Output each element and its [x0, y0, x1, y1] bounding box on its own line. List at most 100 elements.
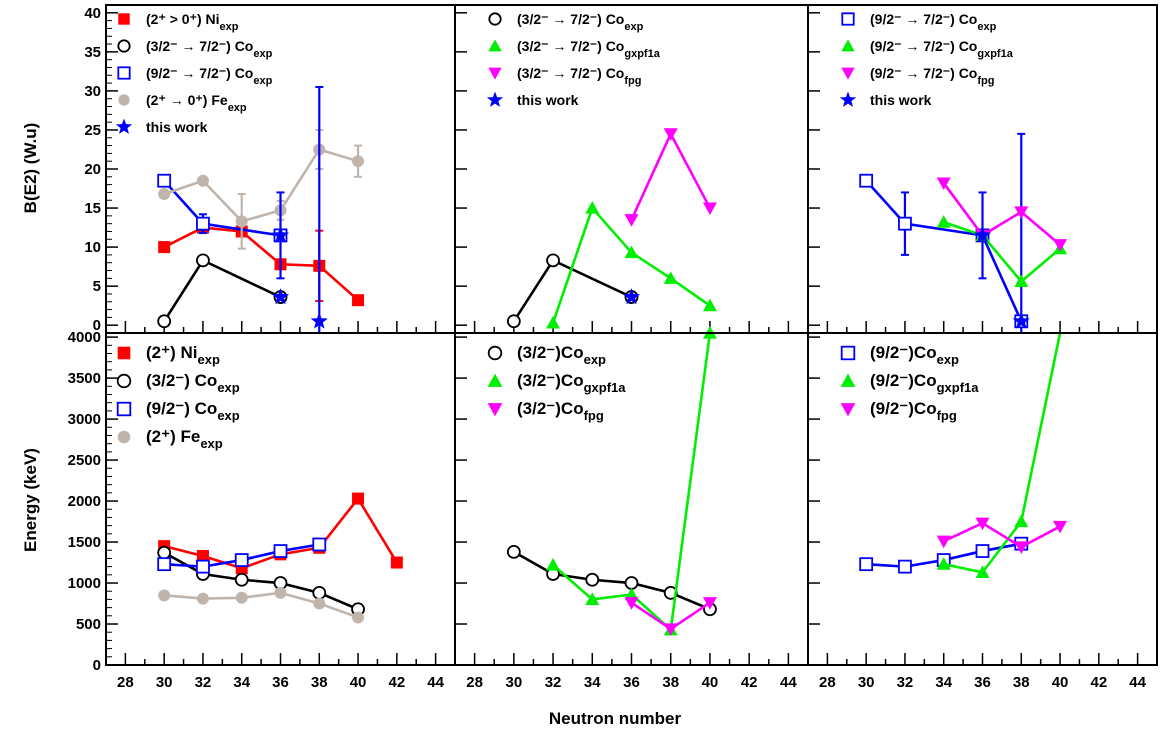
- legend-label: (2⁺ > 0⁺) Niexp: [146, 11, 239, 33]
- x-tick-label: 28: [466, 674, 483, 691]
- x-tick-label: 44: [427, 674, 444, 691]
- data-point: [273, 544, 288, 558]
- legend-marker: [118, 13, 130, 25]
- legend-label: (9/2⁻)Cogxpf1a: [870, 371, 979, 395]
- data-point: [196, 216, 210, 231]
- series-2: [157, 537, 327, 574]
- series-2: [624, 597, 717, 636]
- legend-label: (9/2⁻)Cofpg: [870, 399, 957, 423]
- x-tick-label: 30: [156, 674, 173, 691]
- series-1: [157, 253, 288, 329]
- y-tick-label: 0: [93, 317, 101, 334]
- legend-subscript: fpg: [624, 75, 641, 87]
- data-point: [506, 544, 521, 559]
- data-point: [936, 177, 951, 191]
- legend-marker: [118, 94, 130, 106]
- data-point: [1014, 206, 1029, 219]
- legend-marker: [117, 66, 131, 80]
- panel-frame-top-left: [105, 4, 456, 334]
- legend-subscript: exp: [253, 75, 272, 87]
- legend-subscript: exp: [200, 436, 222, 451]
- data-point: [936, 557, 951, 570]
- data-point: [1053, 520, 1068, 534]
- legend-marker: [115, 118, 133, 134]
- data-point: [234, 572, 249, 587]
- data-point: [624, 597, 639, 610]
- x-tick-label: 32: [195, 674, 212, 691]
- series-1: [936, 332, 1062, 578]
- data-point: [235, 215, 248, 228]
- x-tick-label: 34: [584, 674, 601, 691]
- panel-top-right: (9/2⁻ → 7/2⁻) Coexp (9/2⁻ → 7/2⁻) Cogxpf1…: [807, 11, 1158, 334]
- x-tick-label: 38: [311, 674, 328, 691]
- legend-marker: [487, 373, 503, 387]
- y-tick-label: 0: [93, 657, 101, 674]
- legend-label: (9/2⁻ → 7/2⁻) Coexp: [146, 65, 273, 87]
- legend-marker: [840, 373, 856, 387]
- legend-marker: [116, 401, 132, 417]
- y-tick-label: 1000: [68, 575, 101, 592]
- data-point: [312, 585, 327, 600]
- panel-bottom-right: 28 30 32 34 36 38 40 42 44 (9/2⁻)Coexp (9/2⁻)Cogxp…: [807, 332, 1158, 691]
- data-point: [898, 216, 912, 231]
- legend-marker: [839, 91, 857, 107]
- x-tick-label: 30: [858, 674, 875, 691]
- data-point: [390, 556, 403, 569]
- legend-label: (3/2⁻ → 7/2⁻) Coexp: [517, 11, 644, 33]
- y-tick-label: 40: [84, 5, 101, 22]
- data-point: [936, 535, 951, 549]
- legend-top-middle: (3/2⁻ → 7/2⁻) Coexp (3/2⁻ → 7/2⁻) Cogxpf1…: [486, 11, 661, 108]
- legend-subscript: exp: [228, 102, 247, 114]
- legend-marker: [840, 403, 856, 417]
- legend-label: (9/2⁻ → 7/2⁻) Cofpg: [870, 65, 994, 87]
- x-tick-label: 34: [233, 674, 250, 691]
- panel-top-left: 0 5 10 15 20 25 30 35 40 (2⁺ > 0⁺) Niexp (3/2⁻ → 7…: [84, 4, 456, 334]
- data-point: [313, 597, 326, 610]
- x-tick-label: 44: [1129, 674, 1146, 691]
- legend-bottom-middle: (3/2⁻)Coexp (3/2⁻)Cogxpf1a (3/2⁻)Cofpg: [487, 343, 626, 423]
- data-point: [157, 557, 172, 572]
- legend-label: (3/2⁻)Cogxpf1a: [517, 371, 626, 395]
- data-point: [702, 597, 717, 610]
- legend-marker: [117, 39, 131, 53]
- legend-label: (9/2⁻) Coexp: [146, 399, 240, 423]
- data-point: [352, 155, 365, 168]
- data-point: [624, 214, 639, 227]
- legend-marker: [841, 12, 855, 26]
- y-axis-label-bottom: Energy (keV): [21, 448, 40, 552]
- series-line: [163, 258, 282, 322]
- series-0: [859, 132, 1029, 334]
- x-tick-label: 28: [819, 674, 836, 691]
- series-3: [158, 586, 365, 624]
- legend-bottom-left: (2⁺) Niexp (3/2⁻) Coexp (9/2⁻) Coexp (2⁺) F…: [116, 343, 240, 451]
- legend-marker: [486, 91, 504, 107]
- data-point: [624, 576, 639, 590]
- y-tick-label: 2500: [68, 452, 101, 469]
- x-tick-label: 42: [741, 674, 758, 691]
- y-tick-label: 15: [84, 200, 101, 217]
- data-point: [235, 591, 248, 604]
- y-tick-label: 1500: [68, 534, 101, 551]
- y-tick-label: 2000: [68, 493, 101, 510]
- series-0: [158, 221, 365, 307]
- legend-bottom-right: (9/2⁻)Coexp (9/2⁻)Cogxpf1a (9/2⁻)Cofpg: [840, 343, 979, 423]
- panel-frames: [105, 4, 1158, 666]
- data-point: [622, 288, 641, 305]
- data-point: [973, 226, 992, 243]
- legend-top-right: (9/2⁻ → 7/2⁻) Coexp (9/2⁻ → 7/2⁻) Cogxpf1…: [839, 11, 1014, 108]
- legend-marker: [841, 39, 855, 52]
- panel-frame-bottom-right: [807, 332, 1158, 666]
- legend-subscript: exp: [584, 352, 606, 367]
- legend-marker: [117, 346, 131, 360]
- x-tick-label: 42: [1090, 674, 1107, 691]
- series-1: [157, 545, 365, 617]
- data-point: [663, 623, 678, 636]
- data-point: [546, 315, 561, 329]
- legend-label: this work: [146, 119, 208, 135]
- data-point: [196, 592, 209, 605]
- panel-bottom-middle: 28 30 32 34 36 38 40 42 44 (3/2⁻)Coexp (3/2⁻)Cogxp…: [454, 326, 809, 691]
- data-point: [898, 559, 912, 574]
- data-point: [663, 271, 678, 284]
- series-0: [158, 492, 403, 575]
